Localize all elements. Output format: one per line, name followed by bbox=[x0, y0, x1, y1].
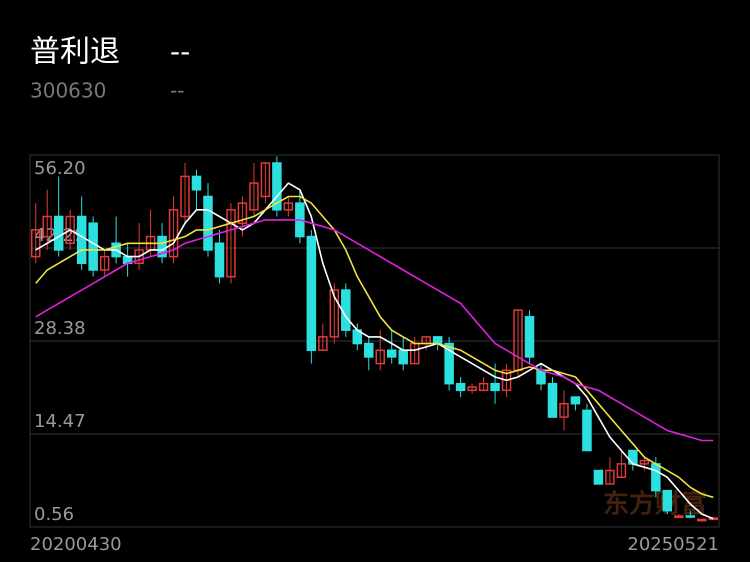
y-tick-label: 0.56 bbox=[34, 504, 74, 525]
candle-body bbox=[318, 336, 328, 351]
candle-body bbox=[364, 342, 374, 358]
candle-body bbox=[570, 396, 581, 405]
candle-body bbox=[697, 518, 707, 522]
stock-name: 普利退 bbox=[30, 35, 120, 70]
y-tick-label: 56.20 bbox=[34, 158, 86, 179]
candle-body bbox=[237, 202, 248, 224]
candle-body bbox=[99, 255, 110, 271]
candle-body bbox=[582, 409, 592, 452]
candle-body bbox=[490, 382, 500, 392]
candle-body bbox=[639, 459, 650, 465]
candle-body bbox=[444, 342, 454, 385]
candle-body bbox=[157, 235, 167, 258]
candle-body bbox=[30, 229, 41, 258]
candle-body bbox=[651, 463, 661, 492]
stock-price: -- bbox=[170, 35, 190, 68]
candle-body bbox=[65, 215, 75, 245]
candle-body bbox=[42, 215, 52, 238]
candle-body bbox=[180, 175, 190, 218]
candle-body bbox=[398, 349, 408, 365]
candle-body bbox=[455, 382, 466, 392]
candle-body bbox=[306, 235, 317, 351]
y-tick-label: 14.47 bbox=[34, 411, 86, 432]
candle-body bbox=[501, 369, 512, 392]
candle-body bbox=[662, 489, 673, 512]
moving-average-line bbox=[35, 195, 714, 499]
candle-body bbox=[260, 162, 271, 198]
candle-body bbox=[168, 209, 179, 258]
candle-body bbox=[283, 202, 294, 211]
candle-body bbox=[272, 162, 282, 211]
candle-body bbox=[605, 469, 615, 485]
stock-change: -- bbox=[170, 79, 184, 103]
y-tick-label: 28.38 bbox=[34, 318, 86, 339]
candle-body bbox=[536, 369, 546, 385]
candle-body bbox=[593, 469, 604, 485]
moving-average-line bbox=[35, 219, 714, 442]
candle-body bbox=[628, 449, 638, 465]
candle-body bbox=[685, 515, 696, 518]
candle-body bbox=[249, 182, 259, 211]
candle-body bbox=[329, 289, 340, 338]
candle-body bbox=[88, 222, 98, 271]
candle-body bbox=[478, 382, 489, 392]
candle-body bbox=[524, 316, 535, 358]
candle-body bbox=[616, 463, 627, 479]
candle-body bbox=[214, 242, 225, 278]
candle-body bbox=[467, 386, 477, 392]
candle-body bbox=[203, 195, 213, 251]
candle-body bbox=[432, 336, 443, 345]
candle-body bbox=[191, 175, 202, 191]
candle-body bbox=[76, 215, 87, 265]
x-tick-label: 20250521 bbox=[627, 534, 719, 555]
stock-code: 300630 bbox=[30, 79, 106, 103]
moving-average-line bbox=[35, 182, 714, 520]
candle-body bbox=[341, 289, 351, 331]
candle-body bbox=[53, 215, 64, 251]
candle-body bbox=[375, 349, 385, 365]
candle-body bbox=[226, 209, 236, 278]
candle-body bbox=[386, 349, 397, 358]
x-tick-label: 20200430 bbox=[30, 534, 122, 555]
candle-body bbox=[674, 515, 684, 519]
candle-body bbox=[559, 402, 569, 418]
candle-body bbox=[547, 382, 558, 418]
